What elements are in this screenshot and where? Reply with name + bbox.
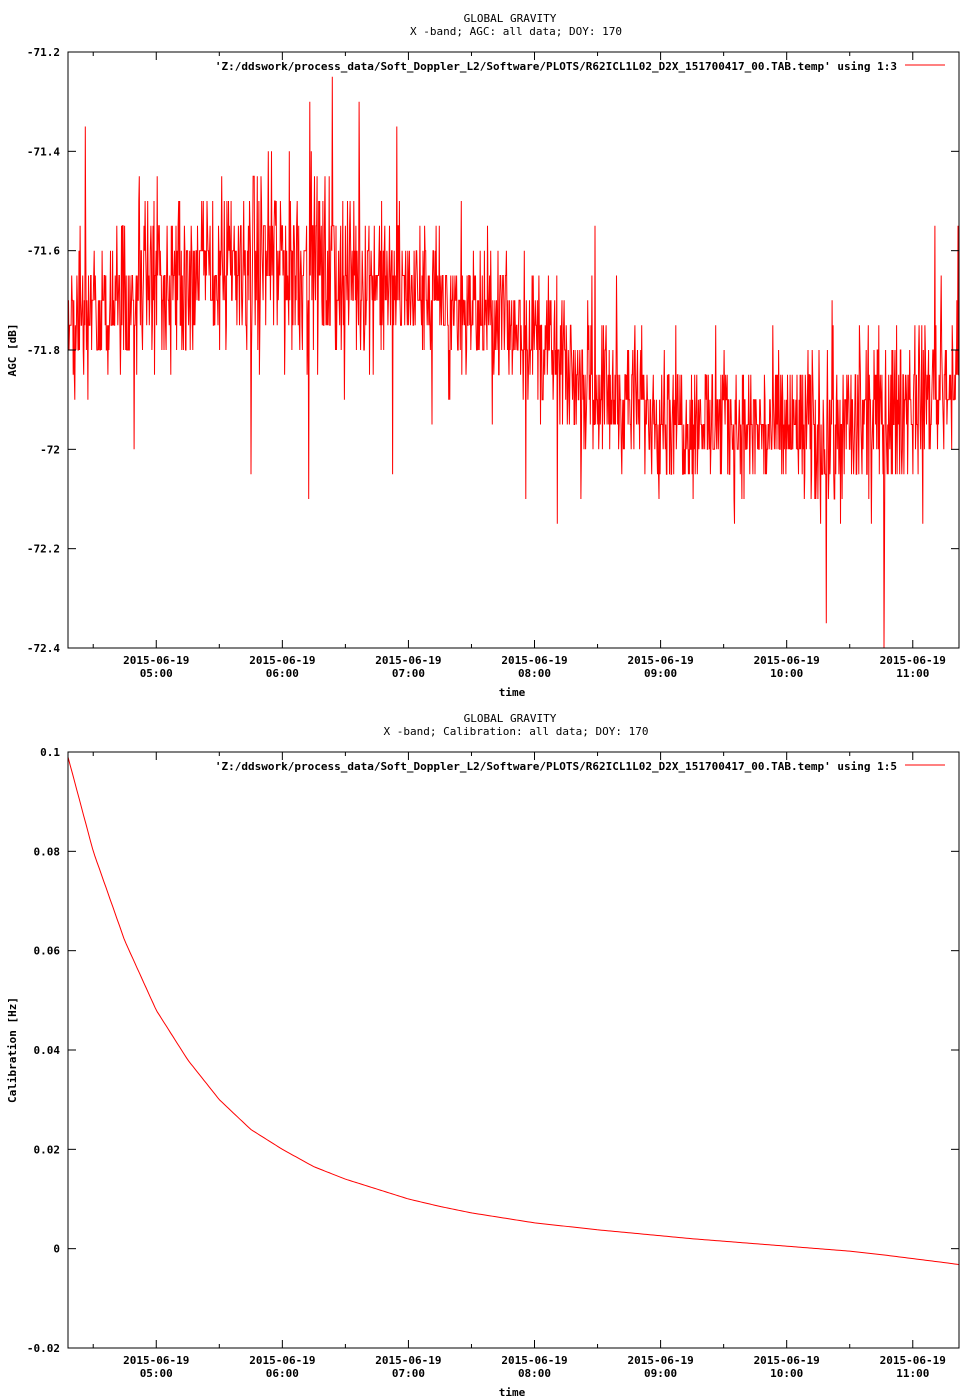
x-tick-label-time: 05:00 — [140, 1367, 173, 1380]
y-tick-label: -71.6 — [27, 245, 60, 258]
x-tick-label-date: 2015-06-19 — [501, 654, 567, 667]
x-tick-label-date: 2015-06-19 — [375, 654, 441, 667]
x-tick-label-time: 11:00 — [896, 1367, 929, 1380]
x-tick-label-date: 2015-06-19 — [627, 1354, 693, 1367]
y-tick-label: -71.4 — [27, 145, 60, 158]
calibration-chart: GLOBAL GRAVITY X -band; Calibration: all… — [6, 712, 960, 1399]
agc-subtitle: X -band; AGC: all data; DOY: 170 — [410, 25, 622, 38]
y-tick-label: -71.2 — [27, 46, 60, 59]
x-tick-label-time: 07:00 — [392, 667, 425, 680]
x-tick-label-time: 09:00 — [644, 667, 677, 680]
x-tick-label-time: 07:00 — [392, 1367, 425, 1380]
x-tick-label-date: 2015-06-19 — [123, 1354, 189, 1367]
x-tick-label-time: 06:00 — [266, 667, 299, 680]
agc-y-label: AGC [dB] — [6, 324, 19, 377]
x-tick-label-date: 2015-06-19 — [880, 654, 946, 667]
y-tick-label: 0.02 — [34, 1143, 61, 1156]
y-tick-label: 0.06 — [34, 945, 61, 958]
y-tick-label: -72 — [40, 443, 60, 456]
x-tick-label-time: 08:00 — [518, 1367, 551, 1380]
x-tick-label-time: 09:00 — [644, 1367, 677, 1380]
x-tick-label-time: 05:00 — [140, 667, 173, 680]
agc-x-axis: 2015-06-1905:002015-06-1906:002015-06-19… — [92, 52, 946, 680]
x-tick-label-time: 10:00 — [770, 667, 803, 680]
y-tick-label: 0.08 — [34, 845, 61, 858]
series-path — [67, 756, 960, 1266]
x-tick-label-time: 06:00 — [266, 1367, 299, 1380]
y-tick-label: -0.02 — [27, 1342, 60, 1355]
y-tick-label: 0.1 — [40, 746, 60, 759]
x-tick-label-date: 2015-06-19 — [123, 654, 189, 667]
x-tick-label-date: 2015-06-19 — [249, 1354, 315, 1367]
calibration-subtitle: X -band; Calibration: all data; DOY: 170 — [384, 725, 649, 738]
agc-chart: GLOBAL GRAVITY X -band; AGC: all data; D… — [6, 12, 960, 699]
y-tick-label: -72.2 — [27, 543, 60, 556]
agc-legend-label: 'Z:/ddswork/process_data/Soft_Doppler_L2… — [215, 60, 897, 73]
calibration-legend-label: 'Z:/ddswork/process_data/Soft_Doppler_L2… — [215, 760, 897, 773]
series-path — [67, 76, 959, 649]
x-tick-label-time: 11:00 — [896, 667, 929, 680]
calibration-title: GLOBAL GRAVITY — [464, 712, 557, 725]
calibration-series-line — [67, 756, 960, 1266]
calibration-y-axis: 0.1 0.08 0.06 0.04 0.02 0 -0.02 — [27, 746, 959, 1355]
y-tick-label: -71.8 — [27, 344, 60, 357]
x-tick-label-date: 2015-06-19 — [249, 654, 315, 667]
x-tick-label-date: 2015-06-19 — [754, 1354, 820, 1367]
calibration-y-label: Calibration [Hz] — [6, 997, 19, 1103]
y-tick-label: -72.4 — [27, 642, 60, 655]
x-tick-label-date: 2015-06-19 — [880, 1354, 946, 1367]
agc-x-label: time — [499, 686, 526, 699]
x-tick-label-date: 2015-06-19 — [501, 1354, 567, 1367]
x-tick-label-date: 2015-06-19 — [627, 654, 693, 667]
agc-legend: 'Z:/ddswork/process_data/Soft_Doppler_L2… — [215, 60, 945, 73]
x-tick-label-date: 2015-06-19 — [375, 1354, 441, 1367]
agc-title: GLOBAL GRAVITY — [464, 12, 557, 25]
calibration-legend: 'Z:/ddswork/process_data/Soft_Doppler_L2… — [215, 760, 945, 773]
y-tick-label: 0.04 — [34, 1044, 61, 1057]
agc-series-line — [67, 76, 959, 649]
agc-y-axis: -71.2 -71.4 -71.6 -71.8 -72 -72.2 -72.4 — [27, 46, 959, 655]
x-tick-label-time: 08:00 — [518, 667, 551, 680]
y-tick-label: 0 — [53, 1243, 60, 1256]
x-tick-label-date: 2015-06-19 — [754, 654, 820, 667]
calibration-x-label: time — [499, 1386, 526, 1399]
x-tick-label-time: 10:00 — [770, 1367, 803, 1380]
calibration-x-axis: 2015-06-1905:002015-06-1906:002015-06-19… — [92, 752, 946, 1380]
calibration-plot-frame — [67, 751, 960, 1349]
